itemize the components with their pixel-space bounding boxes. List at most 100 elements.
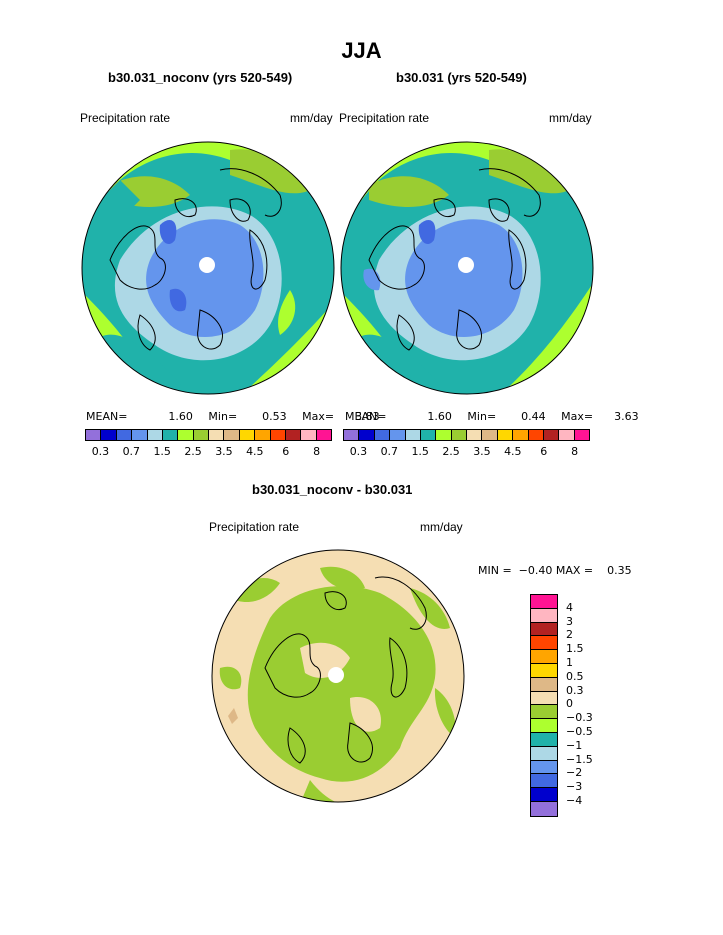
panel2-stats: MEAN= 1.60 Min= 0.44 Max= 3.63 [345, 410, 639, 423]
max-value: 3.83 [355, 410, 380, 423]
colorbar-swatch [451, 430, 467, 440]
colorbar-tick-label: 0.5 [566, 669, 584, 683]
colorbar-swatch [405, 430, 421, 440]
difference-polar-map [211, 549, 465, 803]
main-title: JJA [341, 38, 382, 63]
colorbar-swatch [531, 622, 557, 637]
colorbar-swatch [482, 430, 498, 440]
min-label: Min= [208, 410, 238, 423]
colorbar-tick-label: −0.5 [566, 725, 593, 738]
colorbar-tick-label: 3.5 [473, 445, 491, 458]
colorbar-swatch [513, 430, 529, 440]
colorbar-swatch [559, 430, 575, 440]
colorbar-swatch [467, 430, 483, 440]
colorbar-tick-label: 4.5 [246, 445, 264, 458]
colorbar-swatch [531, 746, 557, 761]
difference-subtitle: b30.031_noconv - b30.031 [252, 482, 413, 497]
colorbar-tick-label: 2.5 [184, 445, 202, 458]
panel1-subtitle: b30.031_noconv (yrs 520-549) [108, 70, 293, 85]
panel1-variable-label: Precipitation rate [80, 111, 171, 125]
colorbar-swatch [116, 430, 133, 440]
mean-label: MEAN= [345, 410, 387, 423]
colorbar-tick-label: 0.7 [380, 445, 399, 458]
colorbar-swatch [531, 705, 557, 720]
panel2-units-label: mm/day [549, 111, 592, 125]
difference-units-label: mm/day [420, 520, 463, 534]
colorbar-tick-label: 0 [566, 697, 573, 711]
max-label: Max= [561, 410, 594, 423]
colorbar-tick-label: −3 [566, 780, 583, 794]
colorbar-swatch [193, 430, 209, 440]
colorbar-swatch [531, 760, 557, 775]
colorbar-swatch [374, 430, 391, 440]
colorbar-tick-label: −1.5 [566, 752, 593, 766]
colorbar-swatch [239, 430, 256, 440]
colorbar-tick-label: 1.5 [411, 445, 429, 458]
colorbar-swatch [224, 430, 240, 440]
panel2-colorbar [343, 429, 590, 441]
colorbar-swatch [132, 430, 148, 440]
colorbar-swatch [497, 430, 514, 440]
colorbar-swatch [531, 788, 557, 802]
colorbar-swatch [436, 430, 452, 440]
mean-label: MEAN= [86, 410, 128, 423]
colorbar-tick-label: 1.5 [566, 642, 584, 656]
colorbar-swatch [255, 430, 271, 440]
max-label: Max= [302, 410, 335, 423]
colorbar-swatch [162, 430, 179, 440]
colorbar-tick-label: 6 [540, 445, 548, 458]
colorbar-swatch [531, 595, 557, 609]
colorbar-swatch [390, 430, 406, 440]
colorbar-tick-label: 6 [282, 445, 290, 458]
mean-value: 1.60 [427, 410, 452, 423]
colorbar-swatch [316, 430, 331, 440]
panel2-polar-map [340, 141, 594, 395]
colorbar-swatch [531, 650, 557, 664]
difference-minmax: MIN = −0.40 MAX = 0.35 [478, 564, 632, 577]
colorbar-tick-label: 1 [566, 656, 573, 669]
colorbar-tick-label: 4.5 [504, 445, 522, 458]
panel2-variable-label: Precipitation rate [339, 111, 430, 125]
colorbar-swatch [285, 430, 302, 440]
colorbar-swatch [531, 732, 557, 747]
colorbar-tick-label: 4 [566, 600, 573, 614]
difference-colorbar [530, 594, 558, 817]
colorbar-tick-label: 8 [313, 445, 321, 458]
colorbar-tick-label: 0.3 [566, 683, 584, 697]
panel1-polar-map [81, 141, 335, 395]
colorbar-tick-label: −0.3 [566, 711, 593, 725]
colorbar-tick-label: 0.3 [349, 445, 368, 458]
colorbar-swatch [531, 719, 557, 733]
colorbar-tick-label: 3.5 [215, 445, 233, 458]
colorbar-swatch [543, 430, 560, 440]
colorbar-swatch [344, 430, 360, 440]
colorbar-swatch [531, 663, 557, 678]
colorbar-swatch [359, 430, 375, 440]
panel2-subtitle: b30.031 (yrs 520-549) [396, 70, 527, 85]
colorbar-swatch [420, 430, 437, 440]
panel1-units-label: mm/day [290, 111, 333, 125]
min-value: 0.44 [521, 410, 546, 423]
colorbar-tick-label: −2 [566, 766, 583, 780]
colorbar-swatch [178, 430, 194, 440]
panel1-stats: MEAN= 1.60 Min= 0.53 Max= 3.83 [86, 410, 380, 423]
colorbar-tick-label: 8 [571, 445, 579, 458]
colorbar-tick-label: 0.3 [91, 445, 110, 458]
max-value: 3.63 [614, 410, 639, 423]
difference-variable-label: Precipitation rate [209, 520, 300, 534]
colorbar-tick-label: −4 [566, 794, 583, 807]
colorbar-tick-label: 3 [566, 614, 573, 628]
colorbar-tick-label: 1.5 [153, 445, 171, 458]
colorbar-swatch [531, 636, 557, 651]
colorbar-tick-label: 2 [566, 628, 573, 642]
colorbar-swatch [101, 430, 117, 440]
colorbar-swatch [531, 774, 557, 789]
colorbar-swatch [270, 430, 286, 440]
colorbar-swatch [209, 430, 225, 440]
colorbar-swatch [531, 691, 557, 706]
colorbar-tick-label: 2.5 [442, 445, 460, 458]
colorbar-swatch [531, 608, 557, 623]
colorbar-swatch [528, 430, 544, 440]
colorbar-tick-label: 0.7 [122, 445, 141, 458]
colorbar-swatch [147, 430, 163, 440]
